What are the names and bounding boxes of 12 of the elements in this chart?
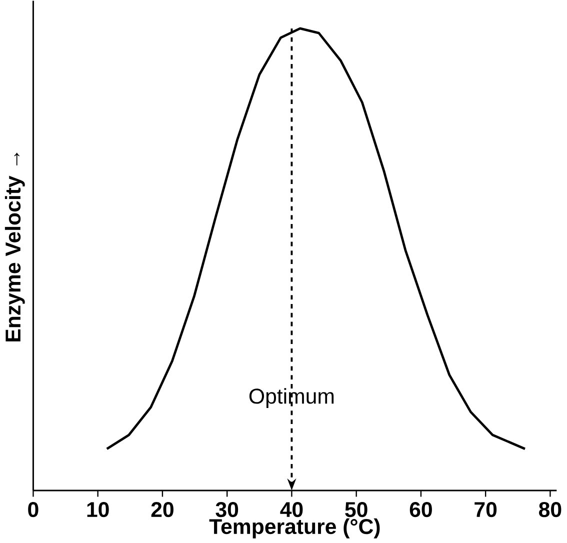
- x-tick-label: 50: [345, 502, 368, 517]
- ref-line-label: Optimum: [249, 388, 334, 408]
- x-tick-label: 70: [474, 502, 497, 517]
- x-axis-title: Temperature (°C): [209, 518, 380, 538]
- x-tick-label: 40: [280, 502, 303, 517]
- x-tick-label: 0: [28, 502, 38, 517]
- x-tick-label: 10: [87, 502, 109, 517]
- x-tick-label: 20: [151, 502, 174, 517]
- x-tick-label: 80: [539, 502, 562, 517]
- y-axis-title: Enzyme Velocity →: [4, 152, 25, 342]
- x-tick-label: 60: [410, 502, 432, 517]
- x-tick-label: 30: [216, 502, 238, 518]
